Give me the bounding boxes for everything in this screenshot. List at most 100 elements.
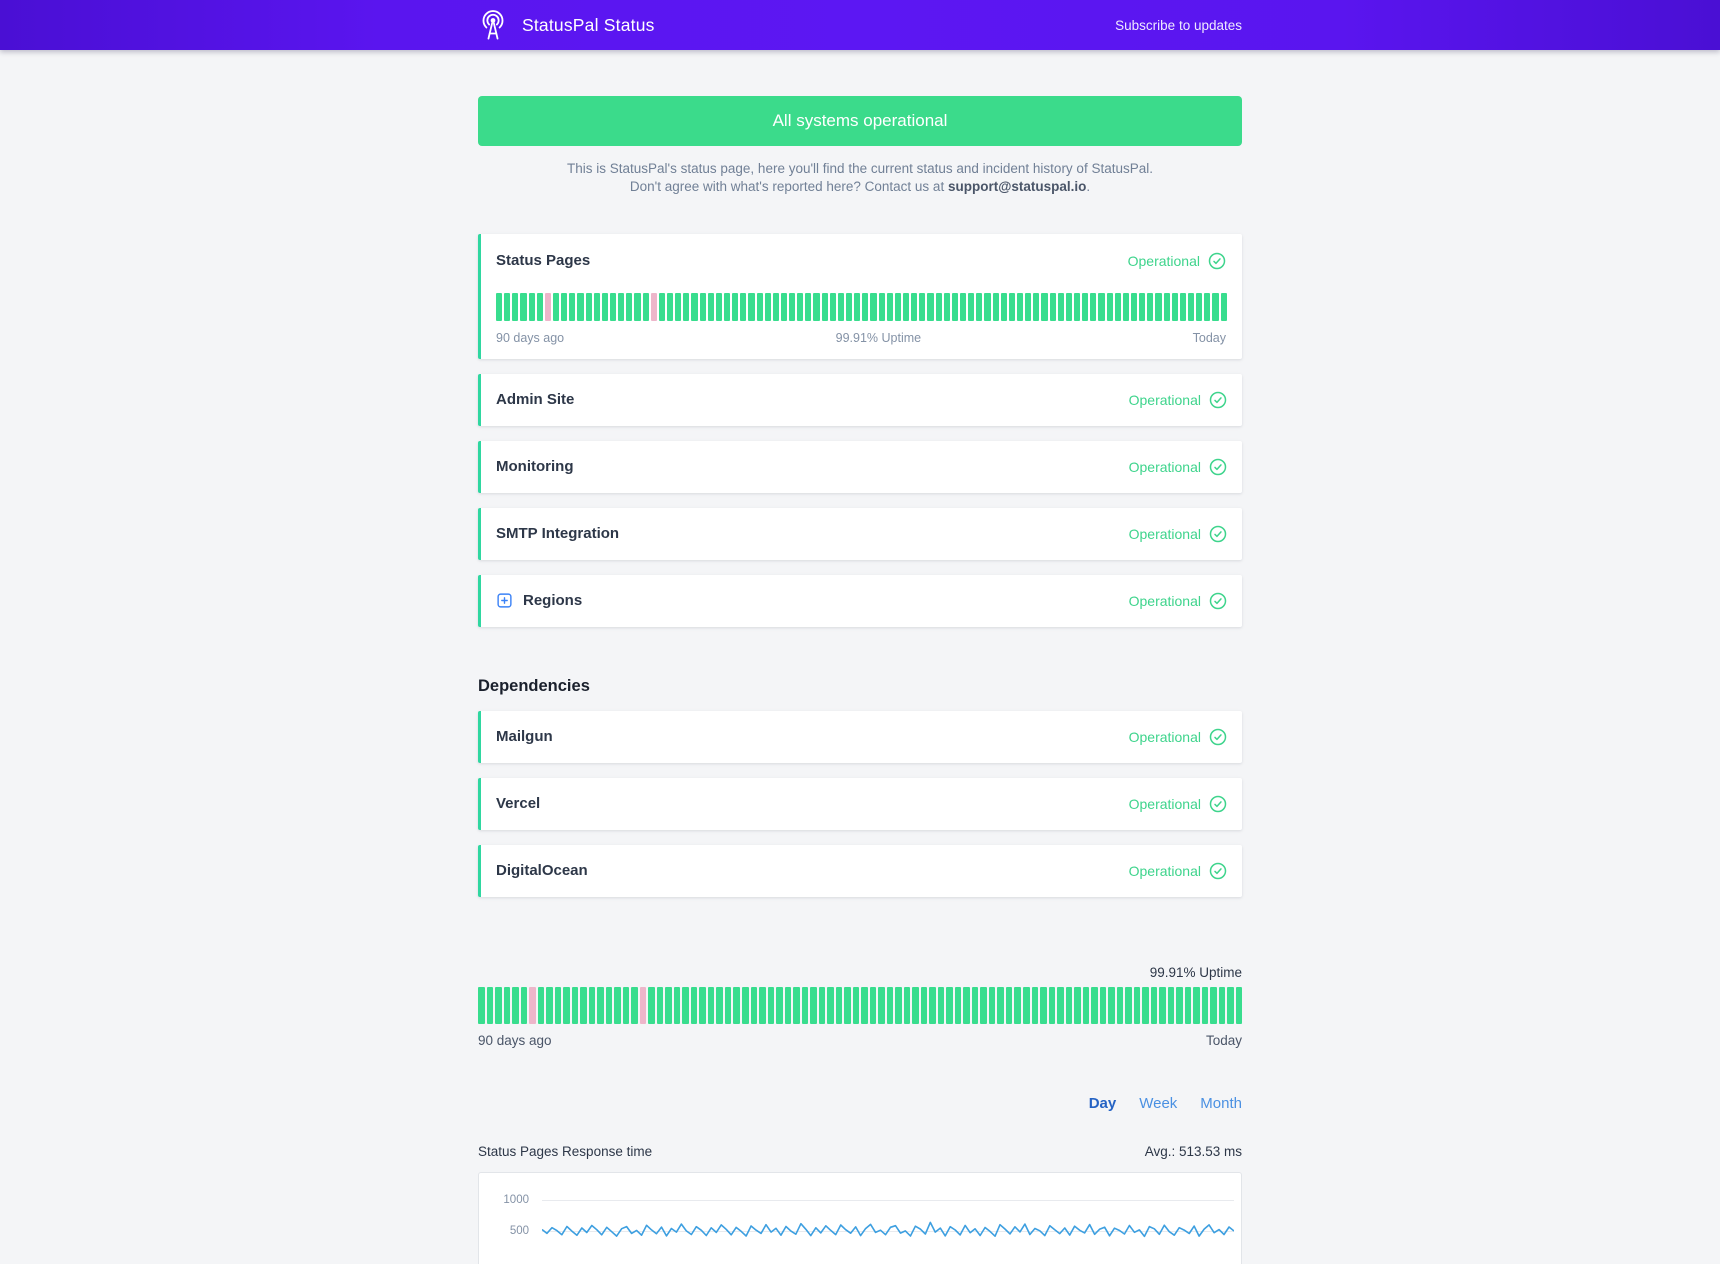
- uptime-bar[interactable]: [1057, 292, 1064, 321]
- uptime-bar[interactable]: [894, 292, 902, 321]
- uptime-bar[interactable]: [1184, 986, 1192, 1024]
- uptime-bar[interactable]: [1082, 292, 1089, 321]
- uptime-bar[interactable]: [634, 292, 641, 321]
- uptime-bar[interactable]: [561, 292, 568, 321]
- uptime-bar[interactable]: [1218, 986, 1226, 1024]
- uptime-bar[interactable]: [665, 986, 672, 1024]
- uptime-bar[interactable]: [919, 292, 926, 321]
- uptime-bar[interactable]: [1167, 986, 1175, 1024]
- uptime-bar[interactable]: [512, 292, 519, 321]
- uptime-bar[interactable]: [1090, 292, 1097, 321]
- uptime-bar[interactable]: [878, 292, 885, 321]
- uptime-bar[interactable]: [844, 986, 851, 1024]
- uptime-bar[interactable]: [673, 986, 681, 1024]
- uptime-bar[interactable]: [1171, 292, 1178, 321]
- uptime-bar[interactable]: [1008, 292, 1015, 321]
- uptime-bar[interactable]: [715, 292, 722, 321]
- tab-month[interactable]: Month: [1200, 1094, 1242, 1112]
- uptime-bar[interactable]: [512, 986, 519, 1024]
- support-email-link[interactable]: support@statuspal.io: [947, 179, 1087, 195]
- uptime-bar[interactable]: [741, 986, 749, 1024]
- uptime-bar[interactable]: [585, 292, 592, 321]
- uptime-bar[interactable]: [1091, 986, 1098, 1024]
- uptime-bar[interactable]: [733, 986, 740, 1024]
- uptime-bar[interactable]: [1049, 292, 1056, 321]
- uptime-bar[interactable]: [927, 292, 934, 321]
- uptime-bar[interactable]: [666, 292, 674, 321]
- uptime-bar[interactable]: [1201, 986, 1209, 1024]
- uptime-bar[interactable]: [1108, 986, 1115, 1024]
- uptime-bar[interactable]: [886, 986, 894, 1024]
- uptime-bar[interactable]: [829, 292, 836, 321]
- tab-week[interactable]: Week: [1139, 1094, 1178, 1112]
- uptime-bar[interactable]: [1235, 986, 1243, 1024]
- uptime-bar[interactable]: [748, 292, 755, 321]
- uptime-bar[interactable]: [980, 986, 987, 1024]
- uptime-bar[interactable]: [580, 986, 587, 1024]
- uptime-bar[interactable]: [835, 986, 843, 1024]
- uptime-bar[interactable]: [764, 292, 771, 321]
- uptime-bar[interactable]: [1005, 986, 1013, 1024]
- uptime-bar[interactable]: [862, 292, 869, 321]
- uptime-bar-degraded[interactable]: [544, 292, 551, 321]
- uptime-bar[interactable]: [1025, 292, 1032, 321]
- uptime-bar[interactable]: [1033, 292, 1040, 321]
- uptime-bar[interactable]: [1187, 292, 1195, 321]
- uptime-bar[interactable]: [854, 292, 861, 321]
- uptime-bar[interactable]: [789, 292, 796, 321]
- uptime-bar[interactable]: [699, 292, 706, 321]
- uptime-bar-degraded[interactable]: [639, 986, 647, 1024]
- plus-square-icon[interactable]: [496, 592, 513, 609]
- uptime-bar[interactable]: [597, 986, 604, 1024]
- uptime-bar[interactable]: [1048, 986, 1056, 1024]
- uptime-bar[interactable]: [1204, 292, 1211, 321]
- uptime-bar[interactable]: [569, 292, 576, 321]
- uptime-bar[interactable]: [971, 986, 979, 1024]
- uptime-bar[interactable]: [1082, 986, 1090, 1024]
- uptime-bar[interactable]: [780, 292, 788, 321]
- uptime-bar[interactable]: [1116, 986, 1124, 1024]
- uptime-bar[interactable]: [903, 986, 911, 1024]
- uptime-bar[interactable]: [724, 986, 732, 1024]
- uptime-bar[interactable]: [1065, 292, 1072, 321]
- uptime-bar[interactable]: [605, 986, 613, 1024]
- uptime-bar[interactable]: [690, 986, 698, 1024]
- uptime-bar[interactable]: [886, 292, 893, 321]
- uptime-bar[interactable]: [656, 986, 664, 1024]
- uptime-bar[interactable]: [1193, 986, 1200, 1024]
- uptime-bar[interactable]: [716, 986, 723, 1024]
- uptime-bar[interactable]: [682, 986, 689, 1024]
- uptime-bar[interactable]: [821, 292, 828, 321]
- uptime-bar[interactable]: [810, 986, 817, 1024]
- uptime-bar[interactable]: [805, 292, 812, 321]
- uptime-bar[interactable]: [537, 986, 545, 1024]
- uptime-bar[interactable]: [984, 292, 991, 321]
- uptime-bar[interactable]: [626, 292, 633, 321]
- uptime-bar[interactable]: [920, 986, 928, 1024]
- uptime-bar[interactable]: [1147, 292, 1154, 321]
- uptime-bar[interactable]: [1106, 292, 1113, 321]
- uptime-bar[interactable]: [976, 292, 983, 321]
- uptime-bar[interactable]: [929, 986, 936, 1024]
- uptime-bar[interactable]: [536, 292, 543, 321]
- uptime-bar[interactable]: [1220, 292, 1227, 321]
- uptime-bar[interactable]: [1114, 292, 1121, 321]
- uptime-bar[interactable]: [827, 986, 834, 1024]
- uptime-bar[interactable]: [960, 292, 967, 321]
- uptime-bar[interactable]: [1163, 292, 1170, 321]
- uptime-bar[interactable]: [563, 986, 570, 1024]
- uptime-bar[interactable]: [1179, 292, 1186, 321]
- uptime-bar-degraded[interactable]: [650, 292, 657, 321]
- uptime-bar[interactable]: [1017, 292, 1024, 321]
- uptime-bar[interactable]: [1125, 986, 1132, 1024]
- uptime-bar[interactable]: [658, 292, 665, 321]
- uptime-bar[interactable]: [1159, 986, 1166, 1024]
- uptime-bar[interactable]: [486, 986, 494, 1024]
- uptime-bar[interactable]: [1057, 986, 1064, 1024]
- uptime-bar[interactable]: [1023, 986, 1030, 1024]
- uptime-bar[interactable]: [861, 986, 868, 1024]
- uptime-bar[interactable]: [1227, 986, 1234, 1024]
- uptime-bar[interactable]: [1139, 292, 1146, 321]
- uptime-bar[interactable]: [992, 292, 999, 321]
- uptime-bar[interactable]: [1212, 292, 1219, 321]
